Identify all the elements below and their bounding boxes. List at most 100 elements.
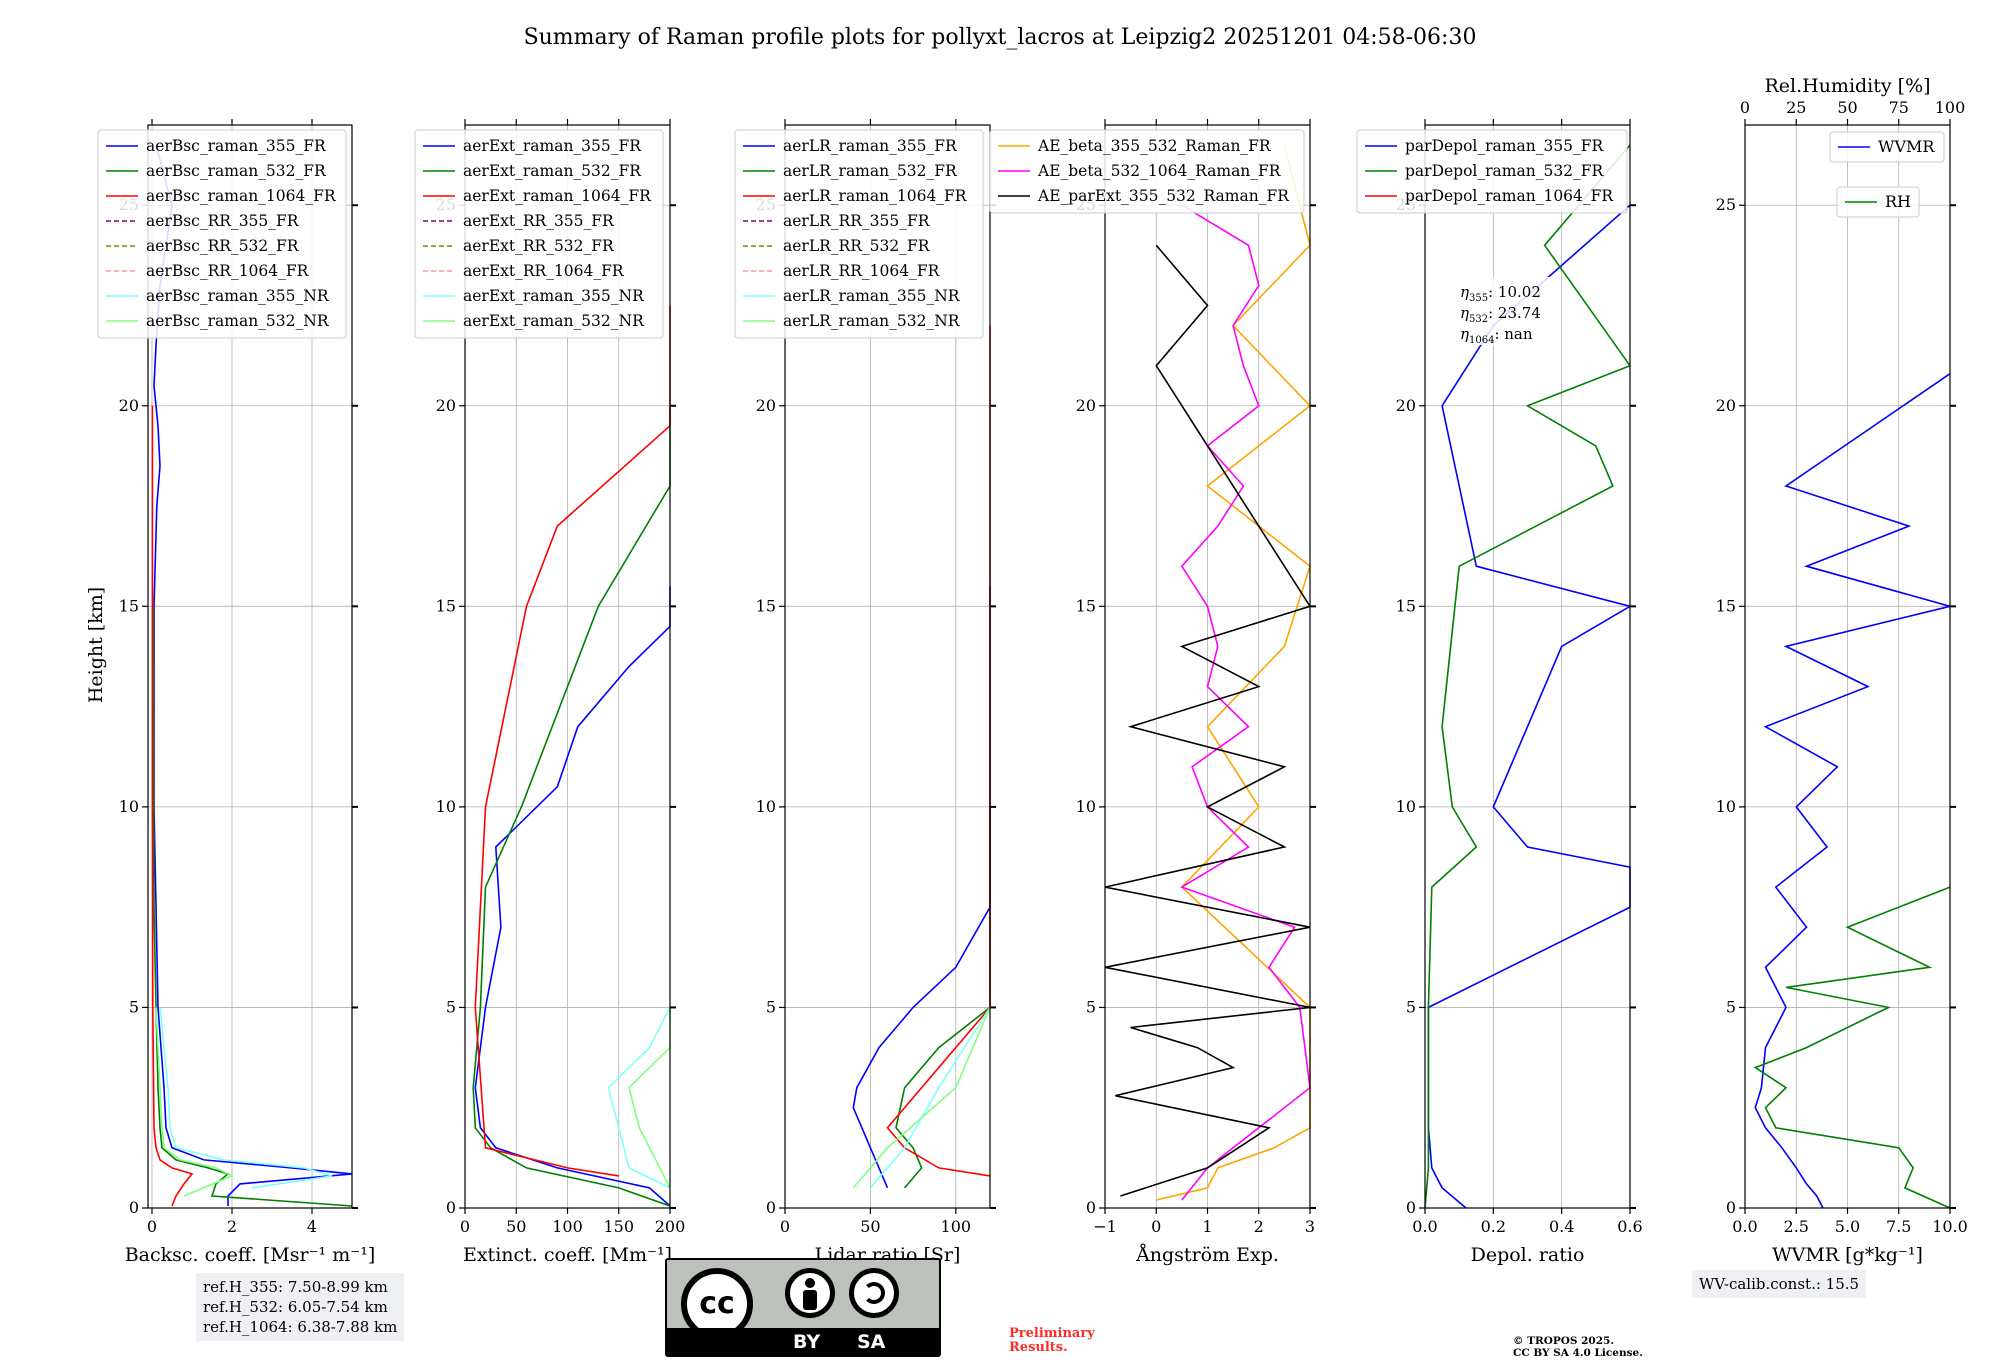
- x-tick-label: 7.5: [1886, 1217, 1911, 1236]
- series-line-aerBsc_raman_1064_FR: [151, 405, 194, 1207]
- x-tick-label: 0: [780, 1217, 790, 1236]
- y-tick-label: 5: [766, 997, 776, 1016]
- y-tick-label: 20: [119, 396, 139, 415]
- panels: 0240510152025Backsc. coeff. [Msr⁻¹ m⁻¹]a…: [97, 75, 1968, 1266]
- y-tick-label: 0: [766, 1198, 776, 1217]
- preliminary-line2: Results.: [1009, 1340, 1068, 1355]
- y-tick-label: 15: [1716, 596, 1736, 615]
- legend: aerBsc_raman_355_FR aerBsc_raman_532_FRae…: [97, 129, 347, 339]
- legend-label: aerBsc_raman_532_NR: [146, 312, 330, 330]
- x-axis-label: Ångström Exp.: [1135, 1244, 1279, 1266]
- preliminary-line1: Preliminary: [1009, 1326, 1095, 1341]
- cc-sa-label: SA: [857, 1331, 886, 1353]
- x-axis-label: Depol. ratio: [1471, 1244, 1585, 1266]
- x-axis-label: Backsc. coeff. [Msr⁻¹ m⁻¹]: [125, 1244, 376, 1266]
- x-tick-label: 2: [227, 1217, 237, 1236]
- y-tick-label: 5: [129, 997, 139, 1016]
- x-tick-label: 3: [1305, 1217, 1315, 1236]
- wv-calibration-text: WV-calib.const.: 15.5: [1699, 1275, 1860, 1293]
- series-line-AE_beta_355_532_Raman_FR: [1156, 144, 1312, 1201]
- y-tick-label: 15: [756, 596, 776, 615]
- series-line-AE_beta_532_1064_Raman_FR: [1180, 204, 1311, 1201]
- series-line-aerBsc_raman_355_NR: [159, 1007, 333, 1189]
- legend-label: aerExt_raman_1064_FR: [463, 187, 652, 205]
- x-tick-label: 200: [655, 1217, 686, 1236]
- legend-label: aerBsc_raman_532_FR: [146, 162, 327, 180]
- y-tick-label: 20: [1076, 396, 1096, 415]
- share-alike-icon: [849, 1268, 899, 1318]
- y-tick-label: 5: [446, 997, 456, 1016]
- legend-label: aerLR_raman_1064_FR: [783, 187, 968, 205]
- x-tick-label: 4: [307, 1217, 317, 1236]
- panel-lidar_ratio: 0501000510152025Lidar ratio [Sr]aerLR_ra…: [734, 119, 996, 1266]
- series-line-aerLR_raman_355_FR: [852, 586, 991, 1189]
- x-tick-label: 2: [1254, 1217, 1264, 1236]
- series-line-parDepol_raman_532_FR: [1424, 144, 1632, 1209]
- legend-box: [414, 129, 664, 339]
- plot-area: [1753, 373, 1954, 1209]
- legend-label: aerLR_raman_532_NR: [783, 312, 961, 330]
- y-tick-label: 5: [1726, 997, 1736, 1016]
- figure-title: Summary of Raman profile plots for polly…: [524, 25, 1477, 50]
- legend-label: aerBsc_RR_1064_FR: [146, 262, 310, 280]
- plot-area: [472, 305, 671, 1207]
- y-tick-label: 5: [1406, 997, 1416, 1016]
- y-tick-label: 20: [756, 396, 776, 415]
- legend-box: [989, 129, 1305, 214]
- x-tick-label: 10.0: [1932, 1217, 1968, 1236]
- x-tick-label: 50: [860, 1217, 880, 1236]
- series-line-aerLR_raman_532_FR: [895, 806, 991, 1189]
- plot-area: [151, 144, 353, 1207]
- legend-label: aerBsc_raman_355_FR: [146, 137, 327, 155]
- y-tick-label: 10: [436, 797, 456, 816]
- cc-by-label: BY: [793, 1331, 821, 1353]
- legend: parDepol_raman_355_FR parDepol_raman_532_…: [1356, 129, 1628, 214]
- x-tick-label: 100: [552, 1217, 583, 1236]
- y-tick-label: 15: [1076, 596, 1096, 615]
- x-axis-label: Extinct. coeff. [Mm⁻¹]: [463, 1244, 672, 1266]
- legend-label: aerBsc_RR_532_FR: [146, 237, 300, 255]
- series-line-aerExt_raman_355_NR: [607, 1007, 671, 1189]
- panel-extinction: 0501001502000510152025Extinct. coeff. [M…: [414, 119, 686, 1266]
- legend-label: aerExt_raman_355_NR: [463, 287, 645, 305]
- legend-label: aerExt_raman_532_NR: [463, 312, 645, 330]
- annotation-box: [1455, 277, 1557, 345]
- legend-label: WVMR: [1878, 137, 1935, 156]
- legend-label: aerExt_RR_532_FR: [463, 237, 615, 255]
- x-tick-label: 0.4: [1549, 1217, 1574, 1236]
- preliminary-notice: Preliminary Results.: [1009, 1327, 1095, 1355]
- y-tick-label: 0: [1726, 1198, 1736, 1217]
- series-line-WVMR: [1754, 373, 1954, 1209]
- y-tick-label: 20: [1716, 396, 1736, 415]
- top-tick-label: 50: [1837, 98, 1857, 117]
- top-tick-label: 0: [1740, 98, 1750, 117]
- y-tick-label: 10: [1076, 797, 1096, 816]
- cc-license-badge: cc BY SA: [665, 1258, 941, 1357]
- x-axis-label: WVMR [g*kg⁻¹]: [1772, 1244, 1923, 1266]
- legend-label: aerExt_RR_1064_FR: [463, 262, 625, 280]
- annotation-eta-355: η355: 10.02: [1460, 283, 1541, 304]
- panel-water_vapor: 0.0 2.5 5.0 7.5 10.0 0 5 10 15 20 25 WVMR [g*kg⁻¹] 0…: [1716, 75, 1968, 1266]
- y-axis-label: Height [km]: [85, 587, 107, 703]
- y-tick-label: 5: [1086, 997, 1096, 1016]
- ref-height-355: ref.H_355: 7.50-8.99 km: [203, 1278, 388, 1296]
- y-tick-label: 20: [1396, 396, 1416, 415]
- legend-rh: RH: [1836, 186, 1920, 218]
- legend-label: AE_beta_532_1064_Raman_FR: [1037, 162, 1282, 180]
- legend-label: aerLR_raman_355_NR: [783, 287, 961, 305]
- cc-logo-text: cc: [699, 1286, 735, 1321]
- legend-wvmr: WVMR: [1829, 131, 1945, 163]
- x-tick-label: 0.0: [1732, 1217, 1757, 1236]
- x-tick-label: 0: [1151, 1217, 1161, 1236]
- series-line-aerExt_raman_532_FR: [472, 405, 671, 1207]
- y-tick-label: 10: [1716, 797, 1736, 816]
- legend-label: AE_parExt_355_532_Raman_FR: [1037, 187, 1290, 205]
- legend-box: [97, 129, 347, 339]
- panel-frame: [784, 124, 991, 1209]
- x-tick-label: 5.0: [1835, 1217, 1860, 1236]
- legend-label: aerLR_raman_532_FR: [783, 162, 958, 180]
- series-line-aerLR_raman_355_NR: [869, 1006, 991, 1189]
- y-tick-label: 20: [436, 396, 456, 415]
- y-tick-label: 0: [129, 1198, 139, 1217]
